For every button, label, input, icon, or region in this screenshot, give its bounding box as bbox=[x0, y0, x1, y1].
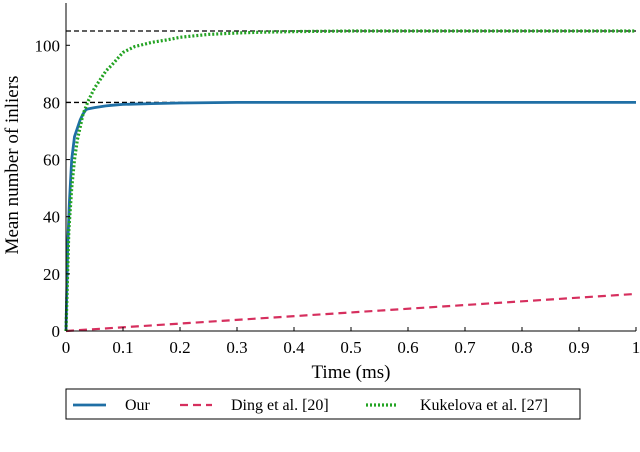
x-tick-label: 0 bbox=[62, 338, 71, 357]
y-tick-label: 60 bbox=[43, 151, 60, 170]
x-tick-label: 0.7 bbox=[454, 338, 476, 357]
x-tick-label: 0.5 bbox=[340, 338, 361, 357]
series-line-0 bbox=[64, 101, 636, 332]
x-tick-label: 0.9 bbox=[568, 338, 589, 357]
series-line-2 bbox=[64, 29, 636, 332]
legend-label-2: Kukelova et al. [27] bbox=[420, 397, 548, 414]
x-tick-label: 0.8 bbox=[511, 338, 532, 357]
y-tick-label: 0 bbox=[52, 322, 61, 341]
legend-label-0: Our bbox=[125, 397, 151, 414]
legend-box bbox=[65, 388, 581, 420]
x-tick-label: 0.6 bbox=[397, 338, 418, 357]
y-tick-label: 100 bbox=[35, 36, 61, 55]
y-tick-label: 20 bbox=[43, 265, 60, 284]
x-tick-label: 1 bbox=[632, 338, 640, 357]
x-axis-label: Time (ms) bbox=[311, 362, 390, 383]
series-line-1 bbox=[65, 292, 637, 333]
x-tick-label: 0.1 bbox=[112, 338, 133, 357]
x-tick-label: 0.4 bbox=[283, 338, 305, 357]
y-tick-label: 40 bbox=[43, 208, 60, 227]
legend: Our Ding et al. [20] Kukelova et al. [27] bbox=[65, 388, 581, 420]
y-tick-label: 80 bbox=[43, 93, 60, 112]
reference-lines bbox=[66, 30, 636, 104]
x-tick-label: 0.3 bbox=[226, 338, 247, 357]
axes bbox=[65, 3, 636, 332]
x-tick-label: 0.2 bbox=[169, 338, 190, 357]
ticks: 0 0.1 0.2 0.3 0.4 0.5 0.6 0.7 0.8 0.9 1 0 20 40 60 80 10… bbox=[35, 36, 640, 357]
legend-label-1: Ding et al. [20] bbox=[231, 397, 329, 414]
y-axis-label: Mean number of inliers bbox=[2, 76, 23, 255]
series-layer bbox=[64, 29, 637, 333]
